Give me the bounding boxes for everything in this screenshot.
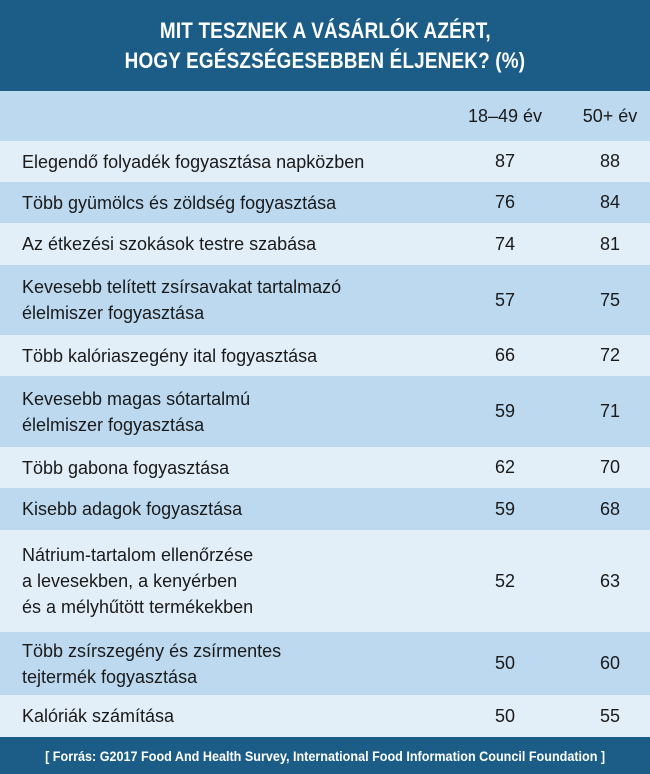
column-header-18-49: 18–49 év	[467, 105, 543, 126]
value-18-49: 50	[494, 653, 516, 673]
table-row: Több gabona fogyasztása 62 70	[0, 447, 650, 488]
row-label-line: és a mélyhűtött termékekben	[22, 597, 254, 617]
value-50-plus: 60	[599, 653, 621, 673]
value-50-plus: 55	[599, 705, 621, 726]
row-label: Elegendő folyadék fogyasztása napközben	[22, 141, 364, 182]
value-18-49: 57	[494, 289, 516, 310]
row-label-line: Elegendő folyadék fogyasztása napközben	[22, 151, 365, 172]
title-bar: MIT TESZNEK A VÁSÁRLÓK AZÉRT, HOGY EGÉSZ…	[0, 0, 650, 91]
table-row: Kisebb adagok fogyasztása 59 68	[0, 488, 650, 530]
column-header-50-plus: 50+ év	[582, 105, 638, 126]
value-18-49: 87	[494, 151, 516, 171]
value-50-plus: 88	[599, 151, 621, 171]
row-label-line: Kevesebb magas sótartalmú	[22, 388, 251, 409]
row-label-line: Több gyümölcs és zöldség fogyasztása	[22, 192, 337, 213]
column-header-row: 18–49 év 50+ év	[0, 91, 650, 141]
table-row: Az étkezési szokások testre szabása 74 81	[0, 223, 650, 265]
table-row: Elegendő folyadék fogyasztása napközben 8…	[0, 141, 650, 182]
row-label: Kevesebb telített zsírsavakat tartalmazó…	[22, 265, 341, 335]
value-18-49: 62	[494, 457, 516, 477]
row-label: Több gyümölcs és zöldség fogyasztása	[22, 182, 336, 223]
row-label-line: Kalóriák számítása	[22, 706, 175, 726]
table-row: Kalóriák számítása 50 55	[0, 695, 650, 737]
value-50-plus: 84	[599, 192, 621, 212]
value-50-plus: 71	[599, 401, 621, 421]
row-label: Kisebb adagok fogyasztása	[22, 488, 242, 530]
table-row: Kevesebb telített zsírsavakat tartalmazó…	[0, 265, 650, 335]
row-label-line: élelmiszer fogyasztása	[22, 303, 205, 323]
value-50-plus: 70	[599, 457, 621, 477]
row-label-line: Több zsírszegény és zsírmentes	[22, 640, 282, 661]
row-label-line: Több kalóriaszegény ital fogyasztása	[22, 345, 318, 366]
value-18-49: 50	[494, 705, 516, 726]
value-18-49: 76	[494, 192, 516, 212]
value-50-plus: 72	[599, 345, 621, 365]
value-18-49: 59	[494, 401, 516, 421]
row-label: Nátrium-tartalom ellenőrzése a levesekben…	[22, 530, 253, 632]
row-label: Az étkezési szokások testre szabása	[22, 223, 316, 265]
row-label: Több zsírszegény és zsírmentes tejtermék …	[22, 632, 281, 695]
value-18-49: 66	[494, 345, 516, 365]
row-label: Több kalóriaszegény ital fogyasztása	[22, 335, 317, 376]
row-label-line: tejtermék fogyasztása	[22, 666, 198, 687]
row-label-line: a levesekben, a kenyérben	[22, 571, 238, 591]
table-row: Kevesebb magas sótartalmú élelmiszer fogy…	[0, 376, 650, 447]
row-label-line: Nátrium-tartalom ellenőrzése	[22, 545, 254, 565]
table-row: Nátrium-tartalom ellenőrzése a levesekben…	[0, 530, 650, 632]
table-row: Több kalóriaszegény ital fogyasztása 66 72	[0, 335, 650, 376]
source-text: [ Forrás: G2017 Food And Health Survey, …	[44, 747, 606, 764]
row-label: Kevesebb magas sótartalmú élelmiszer fogy…	[22, 376, 250, 447]
title-line-1: MIT TESZNEK A VÁSÁRLÓK AZÉRT,	[159, 17, 491, 43]
value-18-49: 52	[494, 570, 516, 591]
title-line-2: HOGY EGÉSZSÉGESEBBEN ÉLJENEK? (%)	[124, 47, 526, 73]
value-18-49: 59	[494, 498, 516, 519]
row-label-line: élelmiszer fogyasztása	[22, 414, 205, 435]
value-50-plus: 81	[599, 233, 621, 254]
source-footer: [ Forrás: G2017 Food And Health Survey, …	[0, 737, 650, 774]
value-18-49: 74	[494, 233, 516, 254]
table-row: Több zsírszegény és zsírmentes tejtermék …	[0, 632, 650, 695]
row-label: Több gabona fogyasztása	[22, 447, 229, 488]
row-label-line: Kisebb adagok fogyasztása	[22, 499, 243, 519]
table-row: Több gyümölcs és zöldség fogyasztása 76 84	[0, 182, 650, 223]
value-50-plus: 68	[599, 498, 621, 519]
row-label-line: Több gabona fogyasztása	[22, 457, 230, 478]
value-50-plus: 75	[599, 289, 621, 310]
row-label: Kalóriák számítása	[22, 695, 174, 737]
row-label-line: Kevesebb telített zsírsavakat tartalmazó	[22, 277, 342, 297]
row-label-line: Az étkezési szokások testre szabása	[22, 234, 317, 254]
value-50-plus: 63	[599, 570, 621, 591]
